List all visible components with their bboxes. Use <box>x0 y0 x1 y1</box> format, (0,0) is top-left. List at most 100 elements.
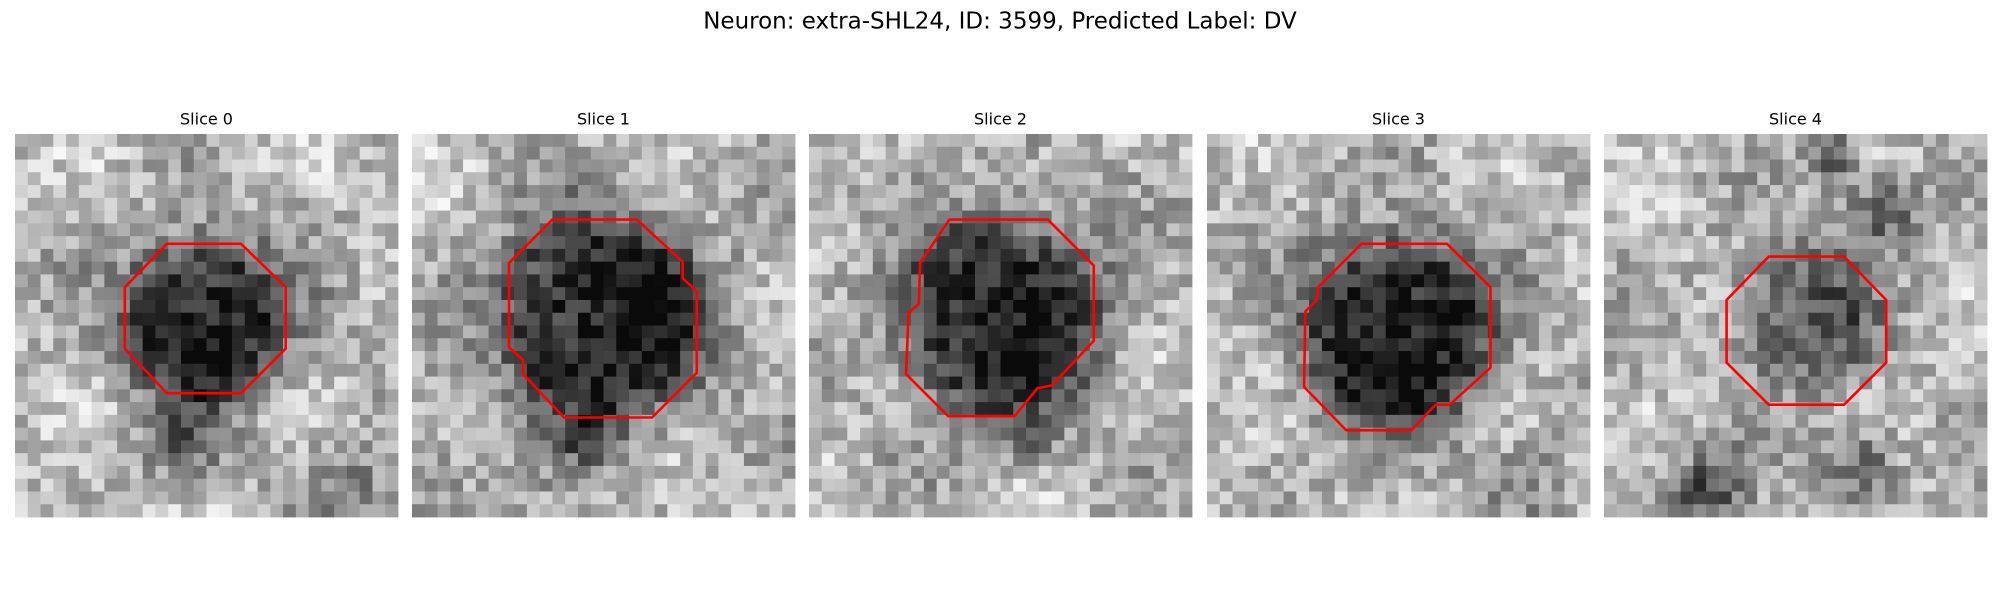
pixel <box>1347 504 1361 518</box>
pixel <box>809 414 823 429</box>
pixel <box>718 197 732 211</box>
pixel <box>1179 351 1193 365</box>
pixel <box>232 376 246 390</box>
pixel <box>142 274 156 288</box>
pixel <box>1935 478 1950 492</box>
pixel <box>1038 236 1052 250</box>
pixel <box>1309 478 1323 492</box>
pixel <box>1115 172 1129 186</box>
pixel <box>641 236 655 250</box>
pixel <box>705 172 719 186</box>
pixel <box>641 134 655 148</box>
pixel <box>680 146 694 160</box>
pixel <box>974 236 989 250</box>
pixel <box>1693 299 1707 314</box>
pixel <box>193 504 207 518</box>
pixel <box>40 376 54 390</box>
pixel <box>412 504 426 518</box>
pixel <box>809 465 823 480</box>
pixel <box>962 478 976 492</box>
pixel <box>603 504 617 518</box>
pixel <box>731 185 745 199</box>
pixel <box>66 402 80 416</box>
pixel <box>705 453 719 467</box>
pixel <box>308 389 322 403</box>
pixel <box>1051 453 1065 467</box>
pixel <box>1680 299 1694 314</box>
pixel <box>321 299 335 314</box>
pixel <box>1258 185 1272 199</box>
pixel <box>718 185 732 199</box>
pixel <box>641 197 655 211</box>
pixel <box>1564 376 1578 390</box>
pixel <box>1526 236 1540 250</box>
pixel <box>1961 325 1975 339</box>
pixel <box>283 248 297 263</box>
pixel <box>475 440 489 454</box>
pixel <box>257 389 271 403</box>
pixel <box>1821 325 1835 339</box>
pixel <box>565 185 579 199</box>
pixel <box>1077 325 1091 339</box>
pixel <box>1360 210 1374 224</box>
pixel <box>424 478 438 492</box>
pixel <box>616 338 630 352</box>
pixel <box>424 440 438 454</box>
pixel <box>1629 299 1643 314</box>
pixel <box>385 453 399 467</box>
pixel <box>463 210 477 224</box>
pixel <box>1219 491 1233 505</box>
pixel <box>1347 312 1361 326</box>
pixel <box>1411 440 1425 454</box>
pixel <box>283 478 297 492</box>
pixel <box>180 389 195 403</box>
pixel <box>321 414 335 429</box>
pixel <box>1270 504 1284 518</box>
pixel <box>1769 351 1784 365</box>
pixel <box>1706 134 1720 148</box>
pixel <box>1115 287 1129 301</box>
pixel <box>1667 197 1681 211</box>
pixel <box>603 453 617 467</box>
pixel <box>334 351 348 365</box>
pixel <box>372 427 386 441</box>
pixel <box>974 465 989 480</box>
pixel <box>359 312 373 326</box>
pixel <box>244 210 258 224</box>
pixel <box>1475 287 1489 301</box>
pixel <box>1667 338 1681 352</box>
pixel <box>1487 134 1502 148</box>
pixel <box>1475 504 1489 518</box>
pixel <box>1334 465 1348 480</box>
pixel <box>66 465 80 480</box>
pixel <box>1462 453 1476 467</box>
pixel <box>1077 287 1091 301</box>
pixel <box>257 440 271 454</box>
pixel <box>692 236 707 250</box>
pixel <box>1616 363 1630 377</box>
pixel <box>552 491 566 505</box>
pixel <box>526 440 541 454</box>
pixel <box>809 197 823 211</box>
pixel <box>911 146 925 160</box>
pixel <box>283 465 297 480</box>
pixel <box>1757 146 1771 160</box>
pixel <box>1140 210 1155 224</box>
pixel <box>257 185 271 199</box>
pixel <box>1935 146 1950 160</box>
pixel <box>1513 134 1527 148</box>
pixel <box>1551 376 1565 390</box>
pixel <box>1449 312 1463 326</box>
pixel <box>129 287 144 301</box>
pixel <box>450 287 464 301</box>
pixel <box>962 299 976 314</box>
pixel <box>1334 134 1348 148</box>
pixel <box>193 172 207 186</box>
pixel <box>1296 312 1310 326</box>
pixel <box>1961 491 1975 505</box>
pixel <box>1910 223 1924 237</box>
pixel <box>1833 465 1847 480</box>
pixel <box>1038 134 1052 148</box>
pixel <box>1000 197 1014 211</box>
pixel <box>1744 440 1758 454</box>
